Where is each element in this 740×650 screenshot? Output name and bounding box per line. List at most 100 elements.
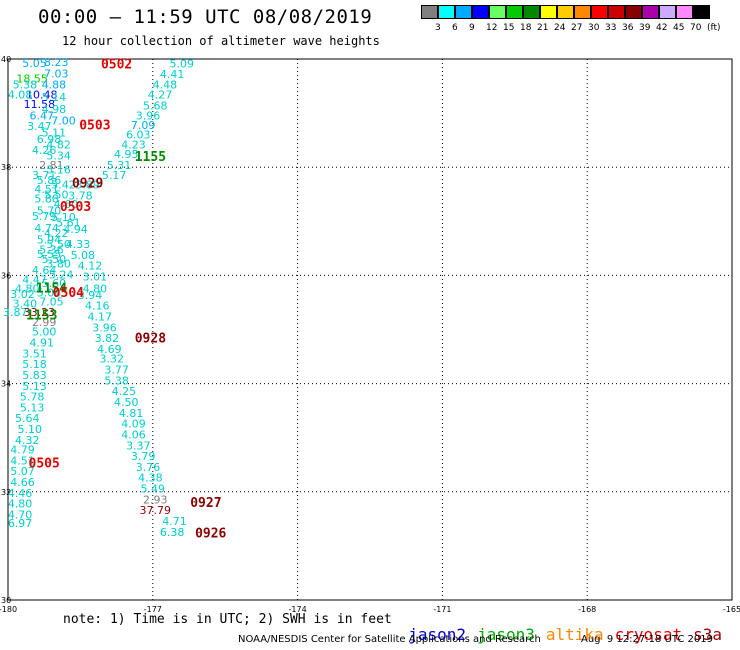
pass-time-label: 1154 xyxy=(36,281,67,296)
wave-height-label: 18.55 xyxy=(16,72,48,85)
wave-height-label: 3.80 xyxy=(46,257,71,270)
latitude-tick-label: 40 xyxy=(1,55,11,64)
color-scale-label: 6 xyxy=(452,23,458,33)
color-swatch xyxy=(506,5,523,19)
wave-height-label: 5.68 xyxy=(143,100,168,113)
wave-height-label: 4.64 xyxy=(32,264,57,277)
color-swatch xyxy=(608,5,625,19)
wave-height-label: 3.47 xyxy=(27,120,52,133)
wave-height-label: 7.09 xyxy=(131,119,156,132)
pass-time-label: 0504 xyxy=(53,286,84,301)
wave-height-label: 4.41 xyxy=(160,68,185,81)
wave-height-label: 4.91 xyxy=(30,336,55,349)
latitude-tick-label: 34 xyxy=(1,380,11,389)
wave-height-label: 5.55 xyxy=(37,248,62,261)
wave-height-label: 4.51 xyxy=(34,183,59,196)
wave-height-label: 4.09 xyxy=(121,418,146,431)
color-swatch xyxy=(693,5,710,19)
color-swatch xyxy=(472,5,489,19)
color-scale-label: (ft) xyxy=(707,23,721,33)
units-note: note: 1) Time is in UTC; 2) SWH is in fe… xyxy=(63,612,392,627)
legend-jason3: jason3 xyxy=(477,625,535,644)
wave-height-label: 5.88 xyxy=(34,193,59,206)
wave-height-label: 4.48 xyxy=(153,78,178,91)
wave-height-label: 5.86 xyxy=(37,174,62,187)
wave-height-label: 5.04 xyxy=(37,287,62,300)
color-swatch xyxy=(591,5,608,19)
wave-height-label: 4.26 xyxy=(32,144,57,157)
wave-height-label: 4.81 xyxy=(119,407,144,420)
wave-height-label: 3.96 xyxy=(92,321,117,334)
axis-labels: -180 -177 -174 -171 -168 -165 40 38 36 34 32 30 xyxy=(0,55,740,614)
longitude-tick-label: -174 xyxy=(289,605,307,614)
longitude-tick-label: -168 xyxy=(578,605,596,614)
wave-height-label: 5.09 xyxy=(170,57,195,70)
wave-height-label: 4.32 xyxy=(15,434,40,447)
wave-height-label: 4.79 xyxy=(10,444,35,457)
color-swatch xyxy=(540,5,557,19)
color-scale-label: 9 xyxy=(469,23,475,33)
wave-height-label: 4.27 xyxy=(148,89,173,102)
color-scale-label: 3 xyxy=(435,23,441,33)
wave-height-label: 3.76 xyxy=(136,461,161,474)
longitude-tick-label: -165 xyxy=(723,605,740,614)
wave-height-label: 5.50 xyxy=(42,253,67,266)
color-scale-label: 70 xyxy=(690,23,702,33)
color-swatch xyxy=(557,5,574,19)
wave-height-label: 8.23 xyxy=(44,56,69,69)
wave-height-label: 2.81 xyxy=(39,159,64,172)
wave-height-label: 3.96 xyxy=(136,109,161,122)
wave-height-label: 5.07 xyxy=(10,465,35,478)
latitude-tick-label: 36 xyxy=(1,271,11,280)
wave-height-label: 10.48 xyxy=(26,89,58,102)
footer-credit: NOAA/NESDIS Center for Satellite Applica… xyxy=(238,634,541,645)
wave-height-label: 5.79 xyxy=(32,210,57,223)
wave-height-label: 5.13 xyxy=(22,380,47,393)
wave-height-label: 5.00 xyxy=(32,326,57,339)
pass-time-label: 0926 xyxy=(195,526,226,541)
color-scale-label: 27 xyxy=(571,23,583,33)
wave-height-label: 3.71 xyxy=(32,169,57,182)
wave-height-label: 5.05 xyxy=(22,57,47,70)
wave-height-label: 5.38 xyxy=(13,78,38,91)
wave-height-label: 5.42 xyxy=(51,179,76,192)
footer-timestamp: Aug 9 12:27:18 UTC 2019 xyxy=(581,634,713,645)
wave-height-label: 5.60 xyxy=(42,277,67,290)
wave-height-label: 3.32 xyxy=(100,353,125,366)
wave-height-label: 5.34 xyxy=(46,149,71,162)
wave-height-label: 4.95 xyxy=(114,148,139,161)
wave-height-label: 5.17 xyxy=(102,169,127,182)
wave-height-label: 4.46 xyxy=(8,487,33,500)
wave-height-label: 7.03 xyxy=(44,68,69,81)
pass-time-label: 0502 xyxy=(101,57,132,72)
color-swatch xyxy=(455,5,472,19)
pass-time-label: 1153 xyxy=(26,308,57,323)
wave-height-label: 4.06 xyxy=(121,428,146,441)
longitude-tick-label: -180 xyxy=(0,605,17,614)
wave-height-label: 5.13 xyxy=(20,401,45,414)
wave-height-label: 4.71 xyxy=(162,515,187,528)
wave-height-label: 3.77 xyxy=(104,364,129,377)
wave-height-label: 5.10 xyxy=(51,211,76,224)
wave-height-label: 5.18 xyxy=(22,358,47,371)
color-scale-label: 36 xyxy=(622,23,634,33)
map-grid xyxy=(7,58,733,601)
wave-height-label: 6.98 xyxy=(37,133,62,146)
pass-time-label: 0503 xyxy=(79,118,110,133)
color-swatch xyxy=(574,5,591,19)
color-swatch xyxy=(625,5,642,19)
wave-height-label: 4.50 xyxy=(114,396,139,409)
longitude-tick-label: -177 xyxy=(144,605,162,614)
color-swatch xyxy=(642,5,659,19)
wave-height-label: 6.03 xyxy=(126,129,151,142)
wave-height-label: 5.08 xyxy=(71,249,96,262)
pass-time-label: 0928 xyxy=(135,332,166,347)
wave-height-label: 4.80 xyxy=(83,282,108,295)
wave-height-label: 4.47 xyxy=(22,274,47,287)
wave-height-label: 5.49 xyxy=(141,483,166,496)
wave-height-label: 5.31 xyxy=(107,159,132,172)
latitude-tick-label: 30 xyxy=(1,596,11,605)
wave-height-label: 4.60 xyxy=(54,198,79,211)
